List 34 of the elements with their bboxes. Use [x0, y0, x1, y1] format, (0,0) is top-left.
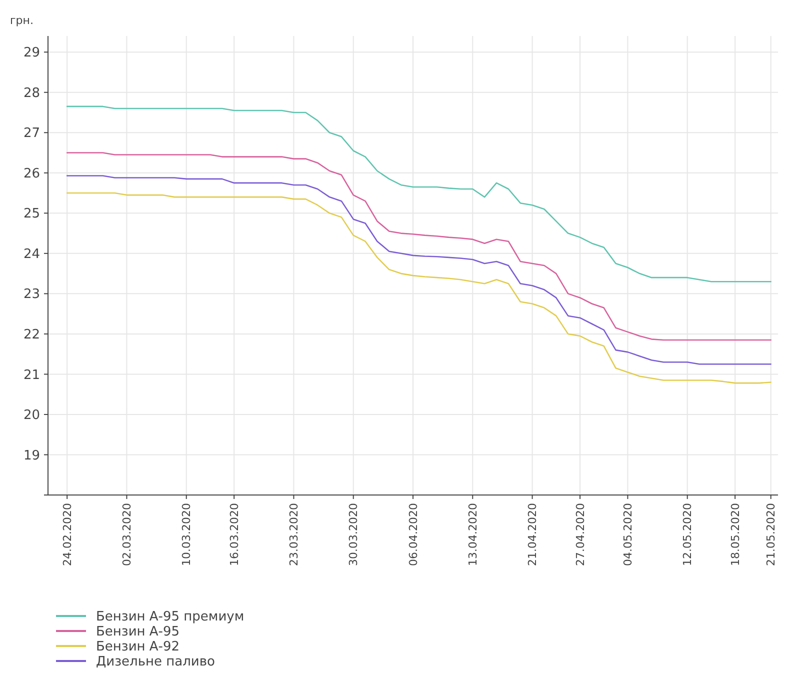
- line-series: [66, 152, 772, 341]
- x-tick-label: 21.04.2020: [526, 503, 540, 566]
- line-series: [66, 106, 772, 282]
- y-tick-label: 25: [23, 206, 40, 222]
- y-tick-label: 20: [23, 408, 40, 424]
- x-tick-label: 10.03.2020: [180, 503, 194, 566]
- y-tick-label: 28: [23, 86, 40, 101]
- y-tick-label: 27: [23, 126, 40, 142]
- x-tick-label: 30.03.2020: [347, 503, 360, 566]
- x-tick-label: 13.04.2020: [466, 503, 480, 566]
- x-tick-label: 12.05.2020: [681, 503, 694, 566]
- x-tick-label: 02.03.2020: [120, 503, 134, 566]
- y-tick-label: 22: [23, 327, 40, 342]
- x-tick-label: 23.03.2020: [288, 503, 301, 566]
- x-tick-label: 18.05.2020: [728, 503, 742, 566]
- x-tick-label: 27.04.2020: [574, 503, 587, 566]
- y-tick-label: 26: [23, 166, 40, 182]
- legend-label: Бензин А-95 премиум: [96, 610, 244, 625]
- line-series: [66, 192, 772, 384]
- y-tick-label: 29: [23, 46, 40, 61]
- line-series: [66, 175, 772, 365]
- y-tick-label: 19: [23, 448, 40, 464]
- y-tick-label: 24: [23, 246, 40, 262]
- x-tick-label: 21.05.2020: [764, 503, 778, 566]
- x-tick-label: 16.03.2020: [228, 503, 241, 566]
- x-tick-label: 24.02.2020: [60, 503, 74, 566]
- y-tick-label: 23: [23, 287, 40, 302]
- y-axis-title: грн.: [10, 14, 34, 27]
- legend-label: Дизельне паливо: [96, 654, 215, 670]
- legend-label: Бензин А-95: [96, 624, 180, 640]
- y-tick-label: 21: [23, 368, 40, 383]
- x-tick-label: 04.05.2020: [622, 503, 635, 566]
- x-tick-label: 06.04.2020: [406, 503, 420, 566]
- legend-label: Бензин А-92: [96, 640, 180, 655]
